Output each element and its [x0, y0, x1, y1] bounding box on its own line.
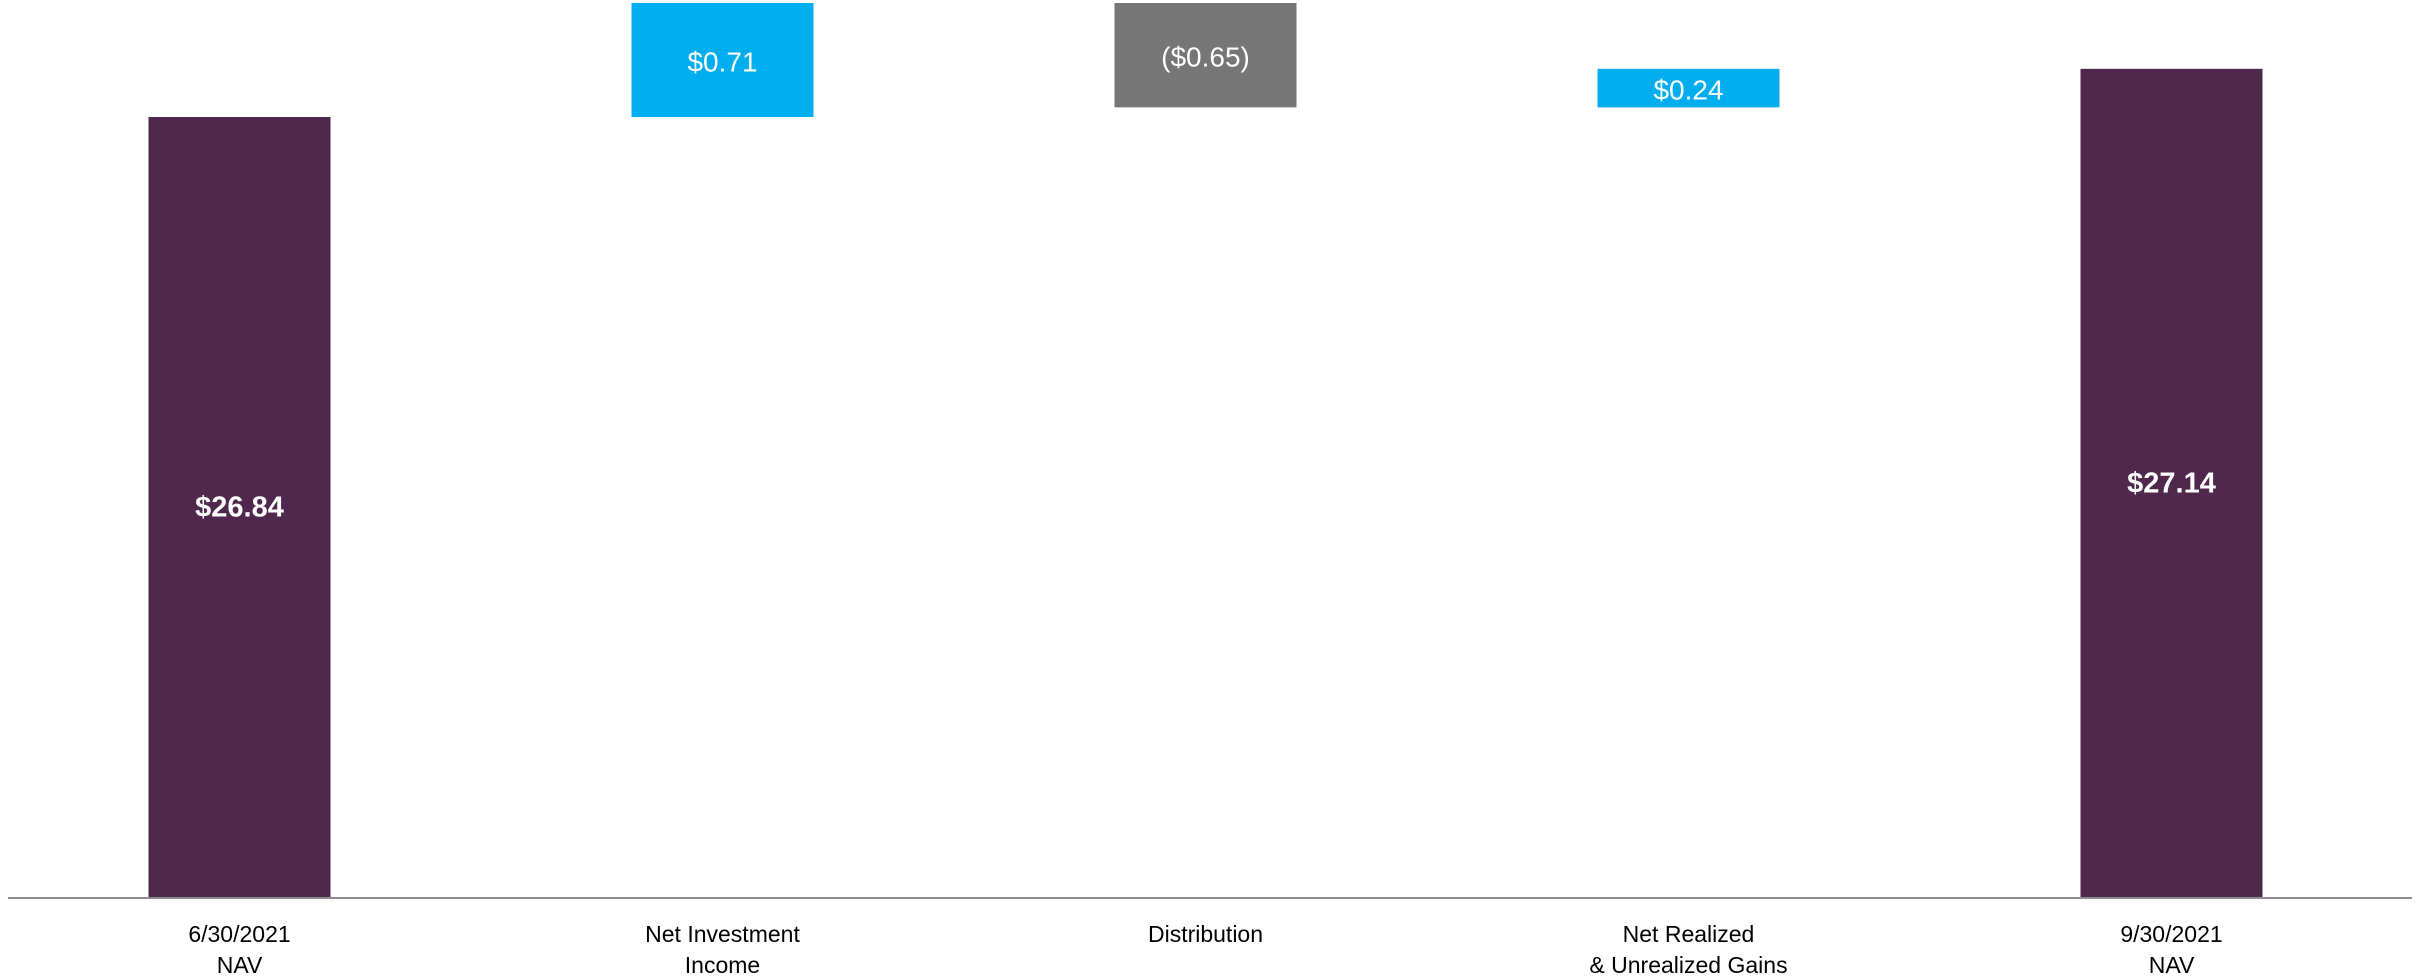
- category-label-line: Income: [685, 952, 760, 978]
- category-label-4: 9/30/2021 NAV: [2120, 921, 2222, 978]
- category-label-line: Distribution: [1148, 921, 1263, 947]
- category-label-3: Net Realized & Unrealized Gains: [1589, 921, 1787, 978]
- category-label-line: & Unrealized Gains: [1589, 952, 1787, 978]
- bar-4: [2080, 68, 2263, 898]
- category-labels-layer: 6/30/2021 NAV Net Investment Income Distribu…: [188, 921, 2222, 978]
- category-label-line: 6/30/2021: [188, 921, 290, 947]
- category-label-line: 9/30/2021: [2120, 921, 2222, 947]
- bar-labels-layer: $26.84 $0.71 ($0.65) $0.24 $27.14: [195, 42, 2216, 524]
- bar-label-3: $0.24: [1653, 75, 1723, 106]
- bar-label-0: $26.84: [195, 492, 284, 524]
- bar-3: [1597, 68, 1780, 108]
- bar-label-2: ($0.65): [1161, 42, 1250, 73]
- category-label-line: NAV: [2149, 952, 2195, 978]
- bar-0: [148, 117, 331, 898]
- category-label-1: Net Investment Income: [645, 921, 800, 978]
- category-label-line: Net Investment: [645, 921, 800, 947]
- bar-label-4: $27.14: [2127, 467, 2216, 499]
- category-label-line: NAV: [217, 952, 263, 978]
- category-label-2: Distribution: [1148, 921, 1263, 947]
- bar-label-1: $0.71: [687, 47, 757, 78]
- bars-layer: [148, 3, 2263, 898]
- bar-1: [631, 3, 814, 117]
- category-label-0: 6/30/2021 NAV: [188, 921, 290, 978]
- category-label-line: Net Realized: [1623, 921, 1755, 947]
- bar-2: [1114, 3, 1297, 108]
